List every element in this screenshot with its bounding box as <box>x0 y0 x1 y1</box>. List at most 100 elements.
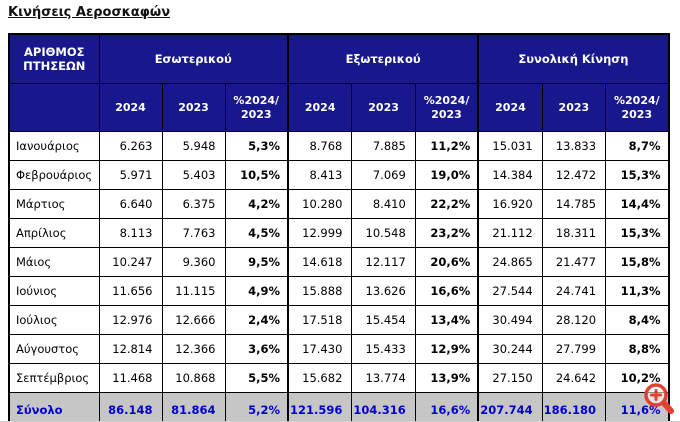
value-cell: 15.454 <box>351 305 416 335</box>
value-cell: 207.744 <box>477 392 543 422</box>
value-cell: 81.864 <box>161 392 226 422</box>
month-row: Σεπτέμβριος 11.468 10.868 5,5% 15.682 13.774 1… <box>8 363 670 393</box>
international-2024-header: 2024 <box>287 83 353 132</box>
international-pct-header: %2024/ 2023 <box>414 83 479 132</box>
value-cell: 8.413 <box>287 160 353 190</box>
percent-cell: 4,5% <box>224 218 289 248</box>
value-cell: 16.920 <box>477 189 543 219</box>
month-row: Απρίλιος 8.113 7.763 4,5% 12.999 10.548 23,2% 2… <box>8 218 670 248</box>
value-cell: 17.518 <box>287 305 353 335</box>
value-cell: 12.366 <box>161 334 226 364</box>
group-header-total-traffic: Συνολική Κίνηση <box>477 33 670 84</box>
percent-cell: 3,6% <box>224 334 289 364</box>
total-row: Σύνολο 86.148 81.864 5,2% 121.596 104.316 16,6… <box>8 392 670 422</box>
value-cell: 5.971 <box>98 160 163 190</box>
percent-cell: 11,2% <box>414 131 479 161</box>
table-body: Ιανουάριος 6.263 5.948 5,3% 8.768 7.885 11,2% 1… <box>8 131 670 422</box>
value-cell: 27.150 <box>477 363 543 393</box>
percent-cell: 13,4% <box>414 305 479 335</box>
value-cell: 5.403 <box>161 160 226 190</box>
value-cell: 5.948 <box>161 131 226 161</box>
percent-cell: 15,8% <box>605 247 670 277</box>
month-row: Ιούνιος 11.656 11.115 4,9% 15.888 13.626 16,6%… <box>8 276 670 306</box>
value-cell: 11.115 <box>161 276 226 306</box>
value-cell: 21.477 <box>541 247 607 277</box>
percent-cell: 10,2% <box>605 363 670 393</box>
group-header-row: ΑΡΙΘΜΟΣ ΠΤΗΣΕΩΝ Εσωτερικού Εξωτερικού Συ… <box>8 33 670 84</box>
percent-cell: 13,9% <box>414 363 479 393</box>
row-label: Απρίλιος <box>8 218 100 248</box>
percent-cell: 16,6% <box>414 276 479 306</box>
value-cell: 13.774 <box>351 363 416 393</box>
row-label: Σύνολο <box>8 392 100 422</box>
row-label: Φεβρουάριος <box>8 160 100 190</box>
zoom-in-icon[interactable] <box>643 382 675 416</box>
value-cell: 13.833 <box>541 131 607 161</box>
value-cell: 12.999 <box>287 218 353 248</box>
value-cell: 186.180 <box>541 392 607 422</box>
group-header-domestic: Εσωτερικού <box>98 33 289 84</box>
percent-cell: 2,4% <box>224 305 289 335</box>
percent-cell: 4,2% <box>224 189 289 219</box>
row-label: Ιανουάριος <box>8 131 100 161</box>
value-cell: 11.468 <box>98 363 163 393</box>
value-cell: 15.682 <box>287 363 353 393</box>
value-cell: 14.384 <box>477 160 543 190</box>
percent-cell: 15,3% <box>605 160 670 190</box>
value-cell: 21.112 <box>477 218 543 248</box>
month-row: Φεβρουάριος 5.971 5.403 10,5% 8.413 7.069 19,0… <box>8 160 670 190</box>
value-cell: 8.410 <box>351 189 416 219</box>
percent-cell: 8,8% <box>605 334 670 364</box>
value-cell: 104.316 <box>351 392 416 422</box>
value-cell: 10.868 <box>161 363 226 393</box>
percent-cell: 15,3% <box>605 218 670 248</box>
international-2023-header: 2023 <box>351 83 416 132</box>
value-cell: 10.280 <box>287 189 353 219</box>
row-label: Μάρτιος <box>8 189 100 219</box>
percent-cell: 8,4% <box>605 305 670 335</box>
value-cell: 86.148 <box>98 392 163 422</box>
value-cell: 12.976 <box>98 305 163 335</box>
percent-cell: 8,7% <box>605 131 670 161</box>
percent-cell: 14,4% <box>605 189 670 219</box>
value-cell: 27.544 <box>477 276 543 306</box>
domestic-2023-header: 2023 <box>161 83 226 132</box>
value-cell: 14.618 <box>287 247 353 277</box>
percent-cell: 20,6% <box>414 247 479 277</box>
row-label: Ιούνιος <box>8 276 100 306</box>
value-cell: 12.814 <box>98 334 163 364</box>
percent-cell: 23,2% <box>414 218 479 248</box>
row-label: Σεπτέμβριος <box>8 363 100 393</box>
page-title: Κινήσεις Αεροσκαφών <box>8 5 171 20</box>
value-cell: 28.120 <box>541 305 607 335</box>
total-2023-header: 2023 <box>541 83 607 132</box>
value-cell: 121.596 <box>287 392 353 422</box>
aircraft-movements-table: ΑΡΙΘΜΟΣ ΠΤΗΣΕΩΝ Εσωτερικού Εξωτερικού Συ… <box>8 33 670 422</box>
value-cell: 8.113 <box>98 218 163 248</box>
value-cell: 7.763 <box>161 218 226 248</box>
group-header-international: Εξωτερικού <box>286 33 479 84</box>
value-cell: 12.666 <box>161 305 226 335</box>
value-cell: 7.885 <box>351 131 416 161</box>
value-cell: 15.433 <box>351 334 416 364</box>
magnifier-glyph <box>644 383 674 414</box>
value-cell: 15.888 <box>287 276 353 306</box>
value-cell: 24.642 <box>541 363 607 393</box>
domestic-pct-header: %2024/ 2023 <box>224 83 289 132</box>
month-row: Αύγουστος 12.814 12.366 3,6% 17.430 15.433 12,… <box>8 334 670 364</box>
month-row: Μάιος 10.247 9.360 9,5% 14.618 12.117 20,6% 24.… <box>8 247 670 277</box>
value-cell: 8.768 <box>287 131 353 161</box>
value-cell: 17.430 <box>287 334 353 364</box>
value-cell: 24.865 <box>477 247 543 277</box>
value-cell: 27.799 <box>541 334 607 364</box>
total-2024-header: 2024 <box>477 83 543 132</box>
percent-cell: 22,2% <box>414 189 479 219</box>
value-cell: 30.244 <box>477 334 543 364</box>
value-cell: 6.640 <box>98 189 163 219</box>
percent-cell: 16,6% <box>414 392 479 422</box>
value-cell: 6.263 <box>98 131 163 161</box>
corner-header: ΑΡΙΘΜΟΣ ΠΤΗΣΕΩΝ <box>8 33 100 84</box>
value-cell: 10.548 <box>351 218 416 248</box>
percent-cell: 5,5% <box>224 363 289 393</box>
percent-cell: 5,2% <box>224 392 289 422</box>
